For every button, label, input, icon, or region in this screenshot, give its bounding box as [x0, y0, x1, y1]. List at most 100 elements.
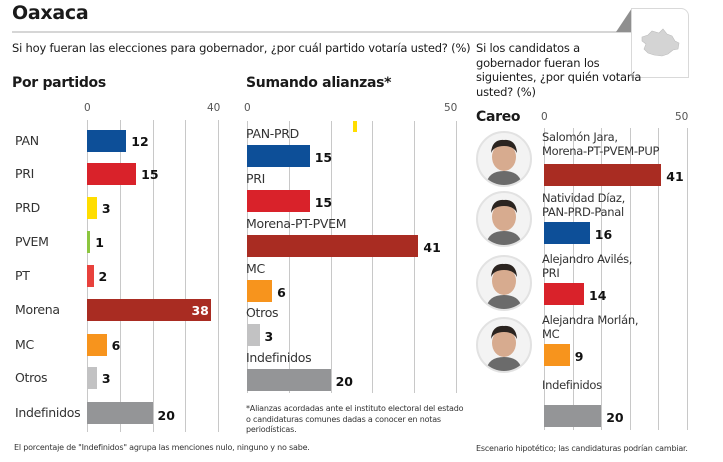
data-label: 15 — [314, 150, 333, 165]
candidate-photo — [476, 317, 532, 373]
bar-pan-prd — [247, 145, 310, 167]
category-label: Morena — [15, 302, 60, 317]
candidate-photo — [476, 255, 532, 311]
data-label: 14 — [589, 288, 607, 303]
gridline — [456, 121, 457, 393]
chart-title-por-partidos: Por partidos — [12, 75, 106, 91]
candidate-label: Salomón Jara, Morena-PT-PVEM-PUP — [542, 130, 659, 158]
candidate-label-line: Alejandro Avilés, — [542, 252, 633, 266]
candidate-label: Indefinidos — [542, 378, 602, 392]
x-tick-label: 50 — [675, 111, 689, 123]
candidate-photo — [476, 191, 532, 247]
data-label: 38 — [191, 303, 209, 318]
gridline — [572, 128, 574, 430]
category-label: PT — [15, 268, 30, 283]
category-label: PRI — [246, 171, 266, 186]
bar-otros — [87, 367, 97, 389]
bar-indefinidos — [87, 402, 153, 424]
bar-otros — [247, 324, 260, 346]
candidate-label-line: MC — [542, 327, 560, 341]
category-label: Indefinidos — [246, 350, 312, 365]
candidate-label-line: Indefinidos — [542, 378, 602, 392]
candidate-label-line: Salomón Jara, — [542, 130, 618, 144]
data-label: 15 — [141, 167, 159, 182]
gridline — [218, 120, 219, 432]
gridline — [372, 121, 374, 393]
bar-morena — [87, 299, 212, 321]
x-tick-label: 50 — [444, 102, 458, 114]
gridline — [658, 128, 660, 430]
x-tick-label: 0 — [541, 111, 548, 123]
bar-candidate — [544, 164, 662, 186]
data-label: 41 — [423, 240, 441, 255]
bar-pan — [87, 130, 127, 152]
bar-candidate — [544, 344, 570, 366]
category-label: PAN-PRD — [246, 126, 299, 141]
candidate-label: Natividad Díaz, PAN-PRD-Panal — [542, 191, 625, 219]
category-label: PRI — [15, 166, 35, 181]
footnote-escenario: Escenario hipotético; las candidaturas p… — [476, 444, 688, 453]
bar-indefinidos — [247, 369, 331, 391]
gridline — [687, 128, 688, 430]
bar-morena-pt-pvem — [247, 235, 419, 257]
data-label: 1 — [95, 235, 104, 250]
x-tick-label: 0 — [244, 102, 251, 114]
bar-pvem — [87, 231, 91, 253]
page-title: Oaxaca — [12, 2, 89, 24]
data-label: 20 — [157, 408, 175, 423]
category-label: MC — [15, 337, 34, 352]
category-label: Otros — [246, 305, 279, 320]
chart-title-careo: Careo — [476, 109, 521, 125]
gridline — [629, 128, 631, 430]
oaxaca-map-icon — [641, 28, 680, 57]
person-icon — [486, 139, 522, 185]
gridline — [601, 128, 603, 430]
data-label: 3 — [101, 371, 111, 386]
candidate-photo — [476, 131, 532, 187]
bar-pri — [87, 163, 137, 185]
data-label: 20 — [606, 410, 624, 425]
category-label: Indefinidos — [15, 405, 81, 420]
map-card — [631, 8, 689, 78]
gridline — [247, 121, 248, 393]
bar-pt — [87, 265, 94, 287]
person-icon — [486, 325, 522, 371]
data-label: 6 — [111, 338, 121, 353]
data-label: 2 — [98, 269, 108, 284]
candidate-label-line: Morena-PT-PVEM-PUP — [542, 144, 660, 158]
candidate-label-line: PAN-PRD-Panal — [542, 205, 624, 219]
bar-mc — [87, 334, 107, 356]
data-label: 3 — [101, 201, 111, 216]
data-label: 41 — [666, 169, 684, 184]
footnote-indefinidos: El porcentaje de "Indefinidos" agrupa la… — [14, 443, 310, 452]
footnote-alianzas: *Alianzas acordadas ante el instituto el… — [246, 404, 464, 434]
person-icon — [486, 263, 522, 309]
data-label: 3 — [264, 329, 274, 344]
gridline — [288, 121, 290, 393]
bar-pri — [247, 190, 310, 212]
bar-mc — [247, 280, 273, 302]
x-tick-label: 40 — [207, 102, 221, 114]
candidate-label-line: Alejandra Morlán, — [542, 313, 639, 327]
data-label: 15 — [314, 195, 333, 210]
category-label: Otros — [15, 370, 48, 385]
chart-title-sumando-alianzas: Sumando alianzas* — [246, 75, 392, 91]
candidate-label-line: Natividad Díaz, — [542, 191, 625, 205]
stray-yellow-mark — [353, 121, 357, 132]
bar-prd — [87, 197, 97, 219]
bar-candidate — [544, 283, 585, 305]
category-label: PAN — [15, 133, 39, 148]
category-label: PVEM — [15, 234, 49, 249]
gridline — [414, 121, 416, 393]
candidate-label: Alejandra Morlán, MC — [542, 313, 638, 341]
gridline — [152, 120, 154, 432]
question-parties: Si hoy fueran las elecciones para gobern… — [12, 41, 471, 55]
gridline — [119, 120, 121, 432]
gridline — [544, 128, 545, 430]
candidate-label-line: PRI — [542, 266, 560, 280]
gridline — [330, 121, 332, 393]
data-label: 16 — [594, 227, 613, 242]
data-label: 6 — [277, 285, 286, 300]
x-tick-label: 0 — [84, 102, 91, 114]
person-icon — [486, 199, 522, 245]
